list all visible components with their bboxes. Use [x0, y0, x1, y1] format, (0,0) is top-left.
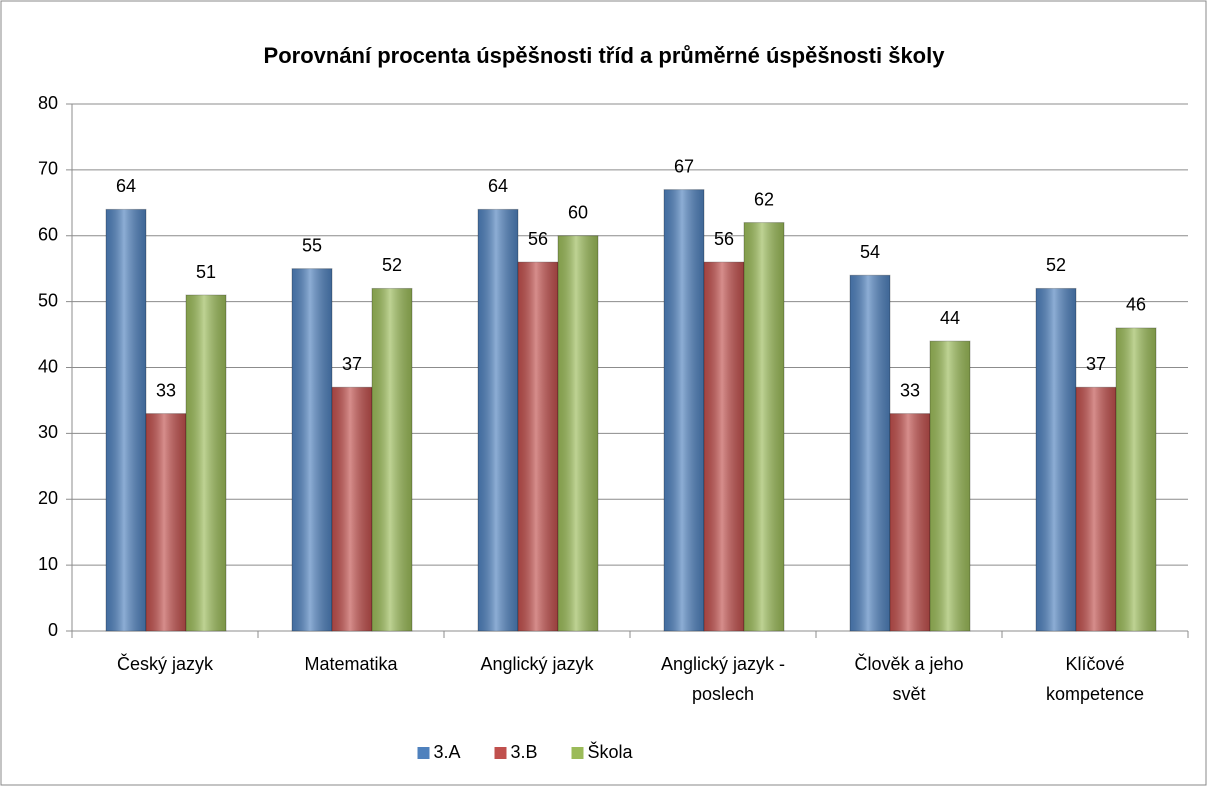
data-label: 46: [1126, 295, 1146, 315]
bar: [929, 340, 971, 632]
data-label: 67: [674, 156, 694, 176]
y-tick-label: 20: [38, 488, 58, 508]
bar: [557, 235, 599, 632]
bar: [477, 208, 519, 632]
y-tick-label: 80: [38, 93, 58, 113]
legend-label: 3.B: [511, 742, 538, 762]
bar: [331, 386, 373, 632]
legend-swatch: [571, 747, 584, 759]
bar: [185, 294, 227, 632]
bar: [517, 261, 559, 632]
y-tick-label: 10: [38, 554, 58, 574]
y-tick-label: 30: [38, 422, 58, 442]
data-label: 64: [488, 176, 508, 196]
data-label: 56: [714, 229, 734, 249]
bar: [703, 261, 745, 632]
bar: [291, 268, 333, 632]
data-label: 54: [860, 242, 880, 262]
x-tick-label: Český jazyk: [117, 653, 214, 674]
bar: [1075, 386, 1117, 632]
data-label: 62: [754, 189, 774, 209]
bar: [743, 222, 785, 632]
x-tick-label: Anglický jazyk: [480, 654, 594, 674]
data-label: 55: [302, 235, 322, 255]
bar: [889, 413, 931, 632]
data-label: 37: [342, 354, 362, 374]
x-tick-label: Člověk a jeho svět: [854, 653, 963, 704]
y-tick-label: 40: [38, 356, 58, 376]
legend-swatch: [494, 747, 507, 759]
x-tick-label: Klíčové kompetence: [1046, 654, 1144, 704]
bar: [145, 413, 187, 632]
chart-title: Porovnání procenta úspěšnosti tříd a prů…: [264, 43, 946, 68]
bar: [105, 208, 147, 632]
bar: [1115, 327, 1157, 632]
data-label: 60: [568, 203, 588, 223]
legend-label: Škola: [588, 741, 634, 762]
data-label: 33: [156, 380, 176, 400]
bar: [1035, 287, 1077, 632]
legend-swatch: [417, 747, 430, 759]
y-tick-label: 50: [38, 290, 58, 310]
bar: [663, 189, 705, 632]
y-tick-label: 70: [38, 159, 58, 179]
y-tick-label: 0: [48, 620, 58, 640]
x-tick-label: Matematika: [304, 654, 398, 674]
data-label: 37: [1086, 354, 1106, 374]
data-label: 56: [528, 229, 548, 249]
x-tick-label: Anglický jazyk -poslech: [661, 654, 785, 704]
bar: [849, 274, 891, 632]
data-label: 33: [900, 380, 920, 400]
bar: [371, 287, 413, 632]
data-label: 52: [382, 255, 402, 275]
data-label: 64: [116, 176, 136, 196]
data-label: 52: [1046, 255, 1066, 275]
data-label: 44: [940, 308, 960, 328]
legend-label: 3.A: [434, 742, 461, 762]
data-label: 51: [196, 262, 216, 282]
y-tick-label: 60: [38, 225, 58, 245]
